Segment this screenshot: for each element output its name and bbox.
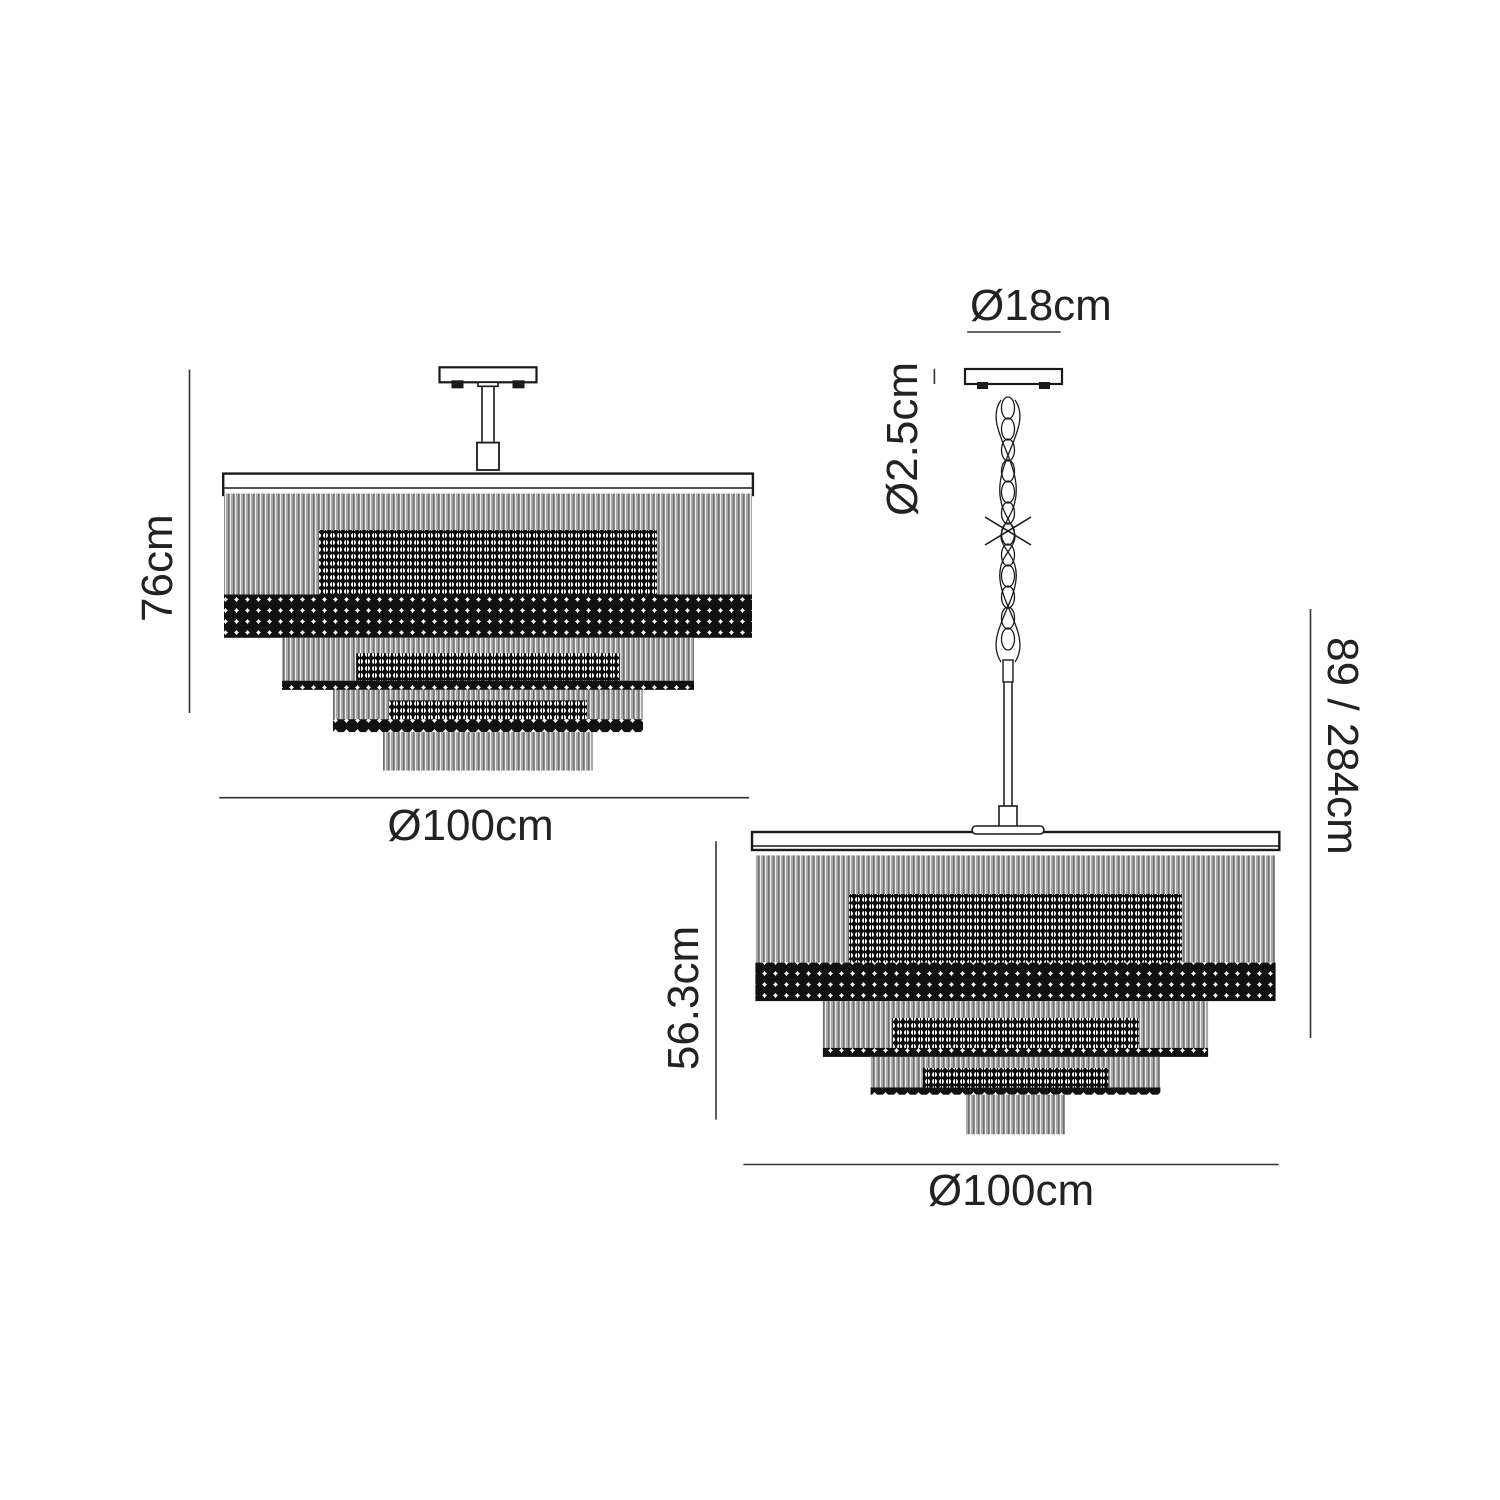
svg-text:Ø2.5cm: Ø2.5cm (878, 362, 927, 516)
svg-text:89 / 284cm: 89 / 284cm (1318, 637, 1367, 855)
svg-text:Ø18cm: Ø18cm (970, 281, 1112, 330)
svg-text:56.3cm: 56.3cm (659, 926, 708, 1070)
svg-text:Ø100cm: Ø100cm (928, 1166, 1094, 1215)
svg-text:76cm: 76cm (133, 514, 182, 622)
svg-text:Ø100cm: Ø100cm (387, 801, 553, 850)
